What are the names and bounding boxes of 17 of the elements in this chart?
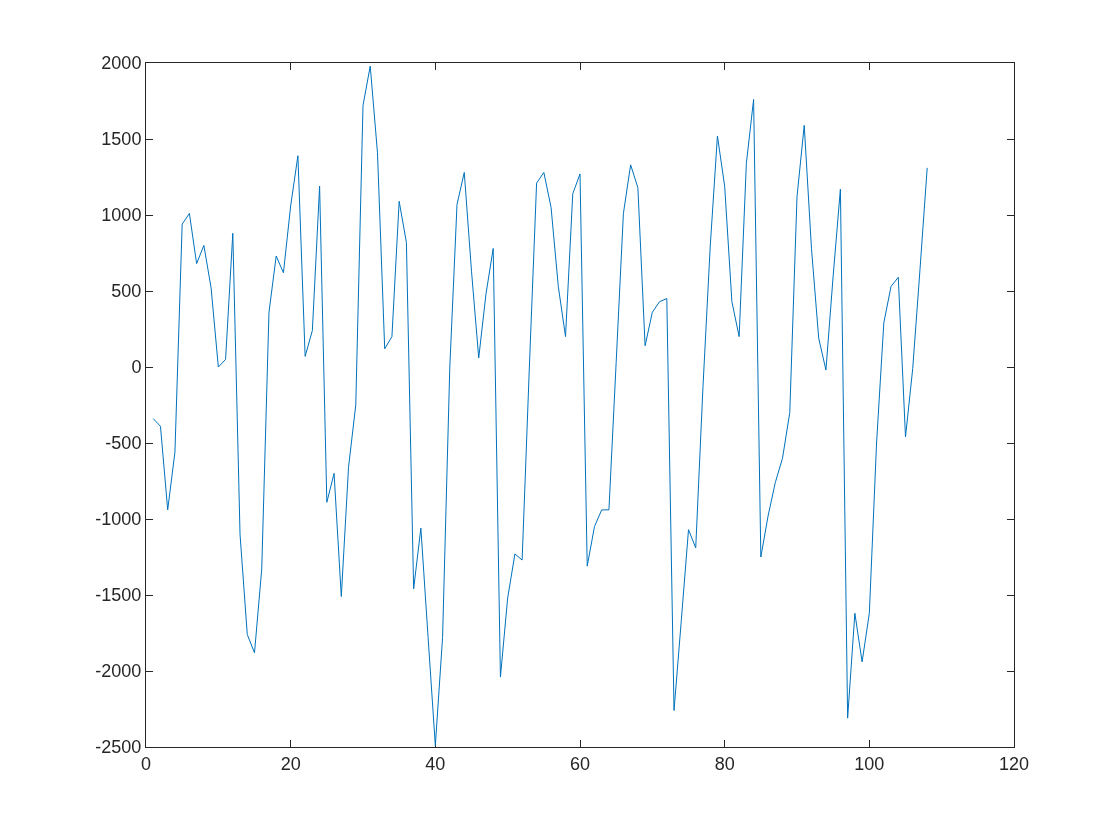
x-tick-label: 120 [998, 753, 1030, 774]
y-tick-label: 1500 [101, 129, 142, 150]
y-tick-label: -2000 [95, 661, 142, 682]
y-tick-label: -2500 [95, 737, 142, 758]
x-tick-label: 80 [714, 753, 735, 774]
y-tick-label: -1500 [95, 585, 142, 606]
x-tick-label: 40 [425, 753, 446, 774]
y-tick-label: 2000 [101, 53, 142, 74]
y-tick-label: 1000 [101, 205, 142, 226]
y-tick-label: -500 [105, 433, 142, 454]
y-tick-label: 0 [131, 357, 142, 378]
x-tick-label: 100 [854, 753, 885, 774]
line-series [152, 65, 928, 746]
x-tick-label: 60 [569, 753, 591, 774]
y-tick-label: -1000 [95, 509, 142, 530]
y-tick-label: 500 [111, 281, 142, 302]
x-tick-label: 20 [280, 753, 301, 774]
